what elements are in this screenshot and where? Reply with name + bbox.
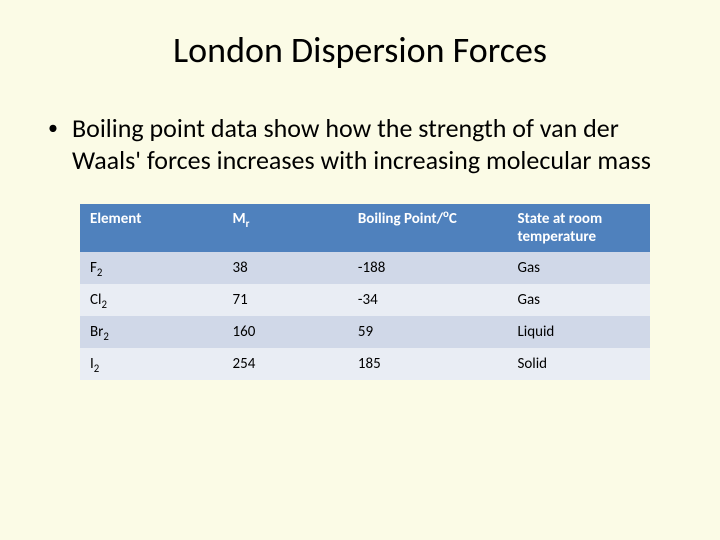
cell-state: Liquid — [507, 316, 650, 348]
cell-mr: 71 — [223, 284, 348, 316]
cell-element: Br2 — [80, 316, 223, 348]
cell-bp: -188 — [348, 252, 508, 284]
bullet-marker: • — [48, 112, 58, 144]
th-boiling-point: Boiling Point/oC — [348, 204, 508, 252]
cell-bp: -34 — [348, 284, 508, 316]
table-container: Element Mr Boiling Point/oC State at roo… — [40, 204, 680, 380]
th-element: Element — [80, 204, 223, 252]
cell-mr: 160 — [223, 316, 348, 348]
table-row: F238-188Gas — [80, 252, 650, 284]
cell-mr: 254 — [223, 348, 348, 380]
cell-mr: 38 — [223, 252, 348, 284]
bullet-text: Boiling point data show how the strength… — [72, 112, 680, 176]
table-row: Br216059Liquid — [80, 316, 650, 348]
page-title: London Dispersion Forces — [40, 28, 680, 72]
table-row: Cl271-34Gas — [80, 284, 650, 316]
data-table: Element Mr Boiling Point/oC State at roo… — [80, 204, 650, 380]
bullet-item: • Boiling point data show how the streng… — [40, 112, 680, 176]
table-body: F238-188GasCl271-34GasBr216059LiquidI225… — [80, 252, 650, 380]
cell-bp: 59 — [348, 316, 508, 348]
th-mr: Mr — [223, 204, 348, 252]
cell-bp: 185 — [348, 348, 508, 380]
cell-element: Cl2 — [80, 284, 223, 316]
th-state: State at room temperature — [507, 204, 650, 252]
cell-state: Gas — [507, 284, 650, 316]
cell-element: I2 — [80, 348, 223, 380]
cell-element: F2 — [80, 252, 223, 284]
slide: London Dispersion Forces • Boiling point… — [0, 0, 720, 540]
cell-state: Gas — [507, 252, 650, 284]
table-row: I2254185Solid — [80, 348, 650, 380]
table-header-row: Element Mr Boiling Point/oC State at roo… — [80, 204, 650, 252]
cell-state: Solid — [507, 348, 650, 380]
